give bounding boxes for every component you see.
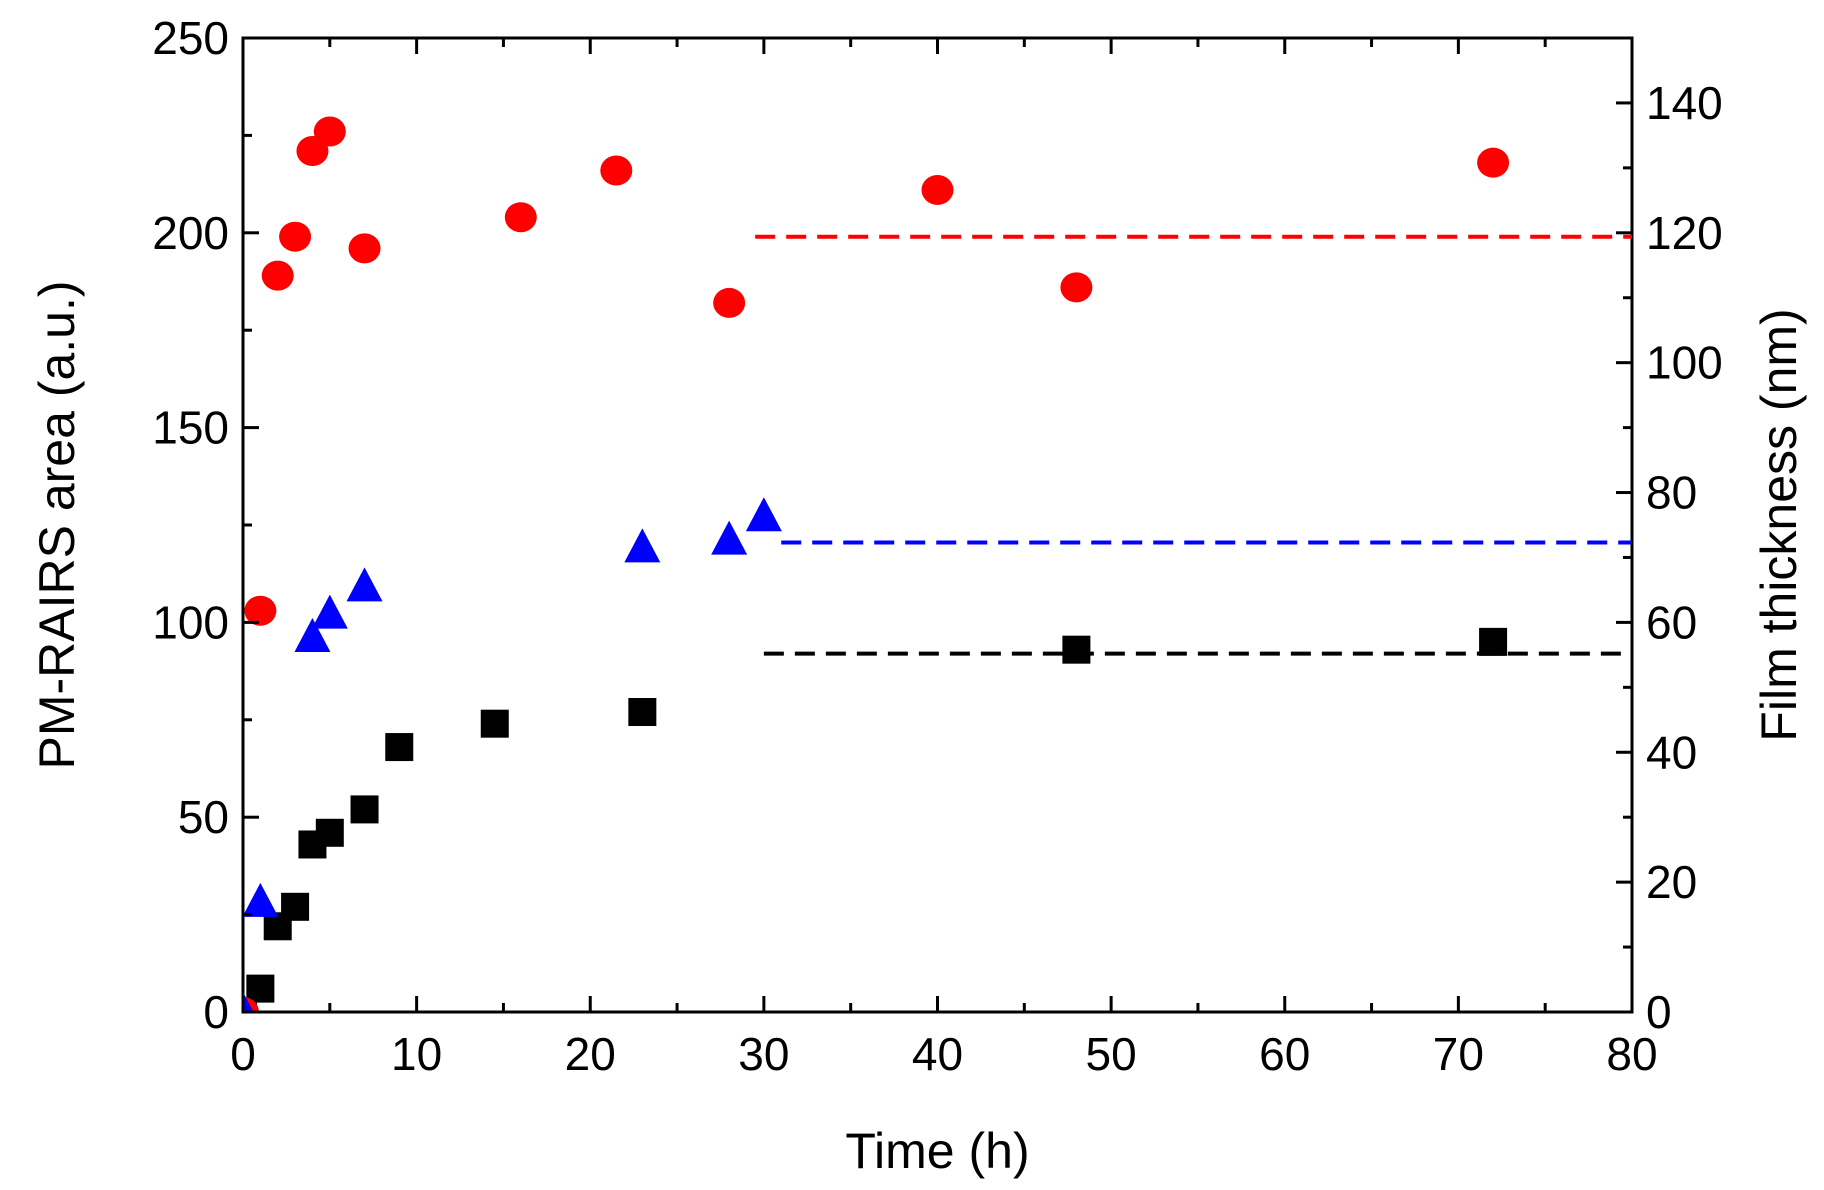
data-point-circle <box>600 155 633 186</box>
data-point-circle <box>921 174 954 205</box>
y2-tick-label: 40 <box>1646 726 1697 778</box>
data-point-circle <box>279 221 312 252</box>
y-tick-label: 100 <box>152 596 229 648</box>
data-point-circle <box>244 595 277 626</box>
y-tick-label: 50 <box>178 791 229 843</box>
data-point-triangle <box>346 567 383 602</box>
data-point-square <box>385 733 414 762</box>
data-point-circle <box>261 260 294 291</box>
x-tick-label: 30 <box>738 1028 789 1080</box>
x-axis-ticks: 0 10 20 30 40 50 60 70 80 <box>230 38 1658 1080</box>
data-point-triangle <box>711 520 748 555</box>
data-point-square <box>315 818 344 847</box>
y-tick-label: 0 <box>203 986 229 1038</box>
y2-tick-label: 140 <box>1646 77 1723 129</box>
data-point-circle <box>348 233 381 264</box>
data-point-square <box>281 892 310 921</box>
series-black-squares <box>243 627 1508 1012</box>
data-point-square <box>1479 627 1508 656</box>
data-point-triangle <box>745 497 782 532</box>
y2-tick-label: 100 <box>1646 337 1723 389</box>
x-axis-title: Time (h) <box>845 1123 1029 1179</box>
x-tick-label: 50 <box>1086 1028 1137 1080</box>
reference-lines <box>755 234 1632 656</box>
data-point-triangle <box>243 882 279 917</box>
y2-tick-label: 60 <box>1646 596 1697 648</box>
x-tick-label: 0 <box>230 1028 256 1080</box>
x-tick-label: 10 <box>391 1028 442 1080</box>
data-point-circle <box>1477 147 1510 178</box>
y2-tick-label: 80 <box>1646 467 1697 519</box>
x-tick-label: 40 <box>912 1028 963 1080</box>
data-point-square <box>480 709 509 738</box>
data-point-circle <box>504 202 537 233</box>
data-point-circle <box>713 287 746 318</box>
data-point-square <box>246 974 275 1003</box>
y2-tick-label: 120 <box>1646 207 1723 259</box>
y-tick-label: 250 <box>152 12 229 64</box>
data-markers <box>243 116 1510 1012</box>
data-point-square <box>1062 635 1091 664</box>
x-tick-label: 80 <box>1606 1028 1657 1080</box>
series-blue-triangles <box>243 497 782 1012</box>
data-point-square <box>350 795 379 824</box>
data-point-triangle <box>243 992 254 1012</box>
y-axis-title: PM-RAIRS area (a.u.) <box>29 280 85 769</box>
y2-axis-ticks: 0 20 40 60 80 100 120 140 <box>1616 36 1723 1038</box>
x-tick-label: 20 <box>565 1028 616 1080</box>
data-point-triangle <box>624 528 661 563</box>
x-tick-label: 60 <box>1259 1028 1310 1080</box>
y-tick-label: 150 <box>152 402 229 454</box>
data-point-circle <box>313 116 346 147</box>
series-red-circles <box>243 116 1510 1012</box>
data-point-square <box>628 698 657 727</box>
data-point-triangle <box>294 617 331 652</box>
y2-tick-label: 20 <box>1646 856 1697 908</box>
y2-axis-title: Film thickness (nm) <box>1751 308 1807 741</box>
y2-tick-label: 0 <box>1646 986 1672 1038</box>
x-tick-label: 70 <box>1433 1028 1484 1080</box>
y-tick-label: 200 <box>152 207 229 259</box>
y-axis-ticks: 0 50 100 150 200 250 <box>152 12 259 1038</box>
data-point-circle <box>1060 272 1093 303</box>
data-point-triangle <box>311 594 348 629</box>
